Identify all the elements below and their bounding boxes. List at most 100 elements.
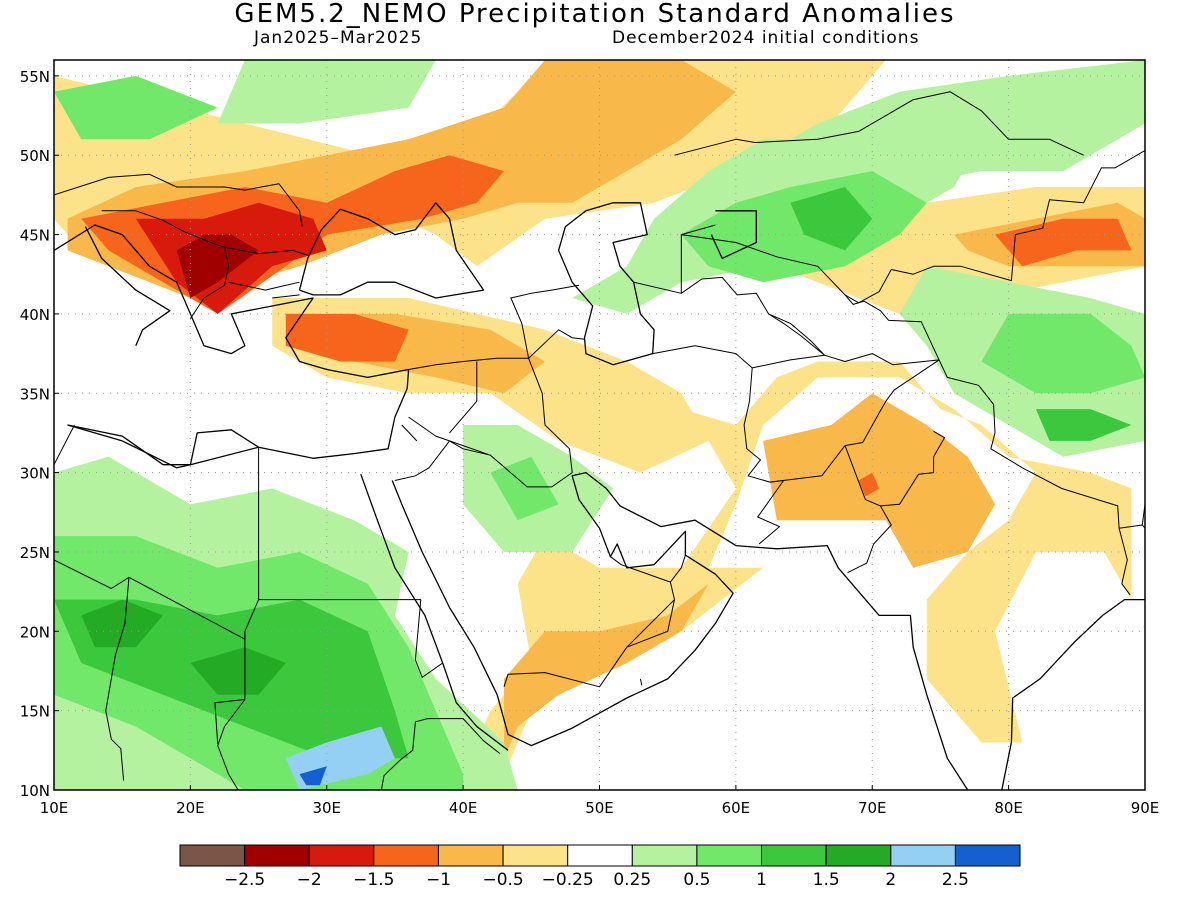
lon-tick-label: 10E [40,799,69,817]
colorbar-label: 0.25 [613,870,651,890]
anomaly-area-7 [285,313,409,362]
country-border-12 [528,329,585,359]
coastline-red-sea-east-coast [391,471,969,790]
lat-tick-label: 15N [20,703,50,721]
lat-tick-label: 20N [20,623,50,641]
anomaly-area-31 [217,60,436,124]
anomaly-area-20 [981,313,1145,394]
country-border-22 [681,276,825,356]
lon-tick-label: 50E [585,799,614,817]
colorbar-bin [179,844,246,867]
country-border-19 [1118,528,1131,596]
country-border-20 [674,91,1084,156]
lon-tick-label: 20E [176,799,205,817]
colorbar-label: 1.5 [813,870,840,890]
colorbar-label: 0.5 [683,870,710,890]
colorbar-bin [631,844,698,867]
lat-tick-label: 55N [20,68,50,86]
coastline-caspian-sea-coast [557,202,655,366]
lat-tick-label: 30N [20,465,50,483]
anomaly-area-21 [1035,409,1132,441]
anomaly-area-4 [176,234,259,298]
country-border-3 [228,281,300,291]
lon-tick-label: 60E [722,799,751,817]
lon-tick-label: 70E [858,799,887,817]
country-border-33 [214,699,245,745]
lat-tick-label: 50N [20,147,50,165]
coastline-border-layer [54,91,1145,790]
colorbar-label: −1 [426,870,451,890]
colorbar-bin [954,844,1021,867]
country-border-34 [414,599,443,678]
country-border-5 [408,284,580,370]
anomaly-area-32 [54,75,218,140]
country-border-40 [610,556,671,583]
colorbar-label: 2.5 [942,870,969,890]
country-border-1 [101,210,230,319]
colorbar-bin [438,844,504,867]
colorbar: −2.5 −2 −1.5 −1 −0.5 −0.25 0.25 0.5 1 1.5 2 2.5 [179,844,1021,890]
map-axes: 10E 20E 30E 40E 50E 60E 70E 80E 90E 55N 50N 45N 40N 3… [20,68,1160,817]
country-border-15 [769,359,940,483]
coastline-red-sea-west-coast [360,473,509,751]
anomaly-area-8 [463,361,1132,775]
country-border-10 [449,440,491,456]
colorbar-bin [567,844,633,867]
country-border-16 [844,445,892,574]
country-border-28 [217,447,260,790]
colorbar-bin [373,844,439,867]
anomaly-area-11 [858,472,880,497]
country-border-14 [752,353,940,369]
country-border-9 [394,440,450,481]
lat-tick-label: 25N [20,544,50,562]
colorbar-bin [890,844,956,867]
anomaly-area-26 [81,599,164,648]
anomaly-area-10 [504,583,709,759]
coastline-libya-sirte [67,424,259,466]
anomaly-area-25 [190,647,286,695]
colorbar-label: −2.5 [224,870,265,890]
forecast-period: Jan2025–Mar2025 [254,28,423,48]
country-border-36 [415,718,501,754]
coastline-aral-sea-coast [710,210,757,260]
country-border-23 [681,167,1115,304]
initial-conditions: December2024 initial conditions [612,28,920,48]
lon-tick-label: 30E [312,799,341,817]
country-border-2 [224,246,308,256]
lat-tick-label: 10N [20,782,50,800]
country-border-18 [880,430,945,507]
colorbar-label: 1 [756,870,767,890]
country-border-17 [938,359,1145,529]
country-border-7 [449,361,478,434]
colorbar-label: −2 [297,870,322,890]
anomaly-area-9 [763,393,995,568]
anomaly-area-14 [995,218,1132,267]
colorbar-bin [502,844,569,867]
country-border-30 [54,424,75,465]
anomaly-area-30 [490,456,559,521]
colorbar-label: −1.5 [353,870,394,890]
country-border-13 [652,345,785,545]
country-border-4 [272,294,300,299]
coastline-italy-east-coast [84,226,171,346]
country-border-38 [626,599,675,648]
lon-tick-label: 80E [994,799,1023,817]
coastline-black-sea-coast [298,202,485,299]
country-border-24 [844,294,940,361]
country-border-21 [633,224,716,294]
country-border-35 [380,721,416,790]
colorbar-bin [825,844,892,867]
colorbar-bin [761,844,827,867]
lat-tick-label: 40N [20,306,50,324]
country-border-41 [639,678,643,686]
country-border-0 [54,173,303,227]
colorbar-label: 2 [885,870,896,890]
colorbar-bin [308,844,375,867]
map-title: GEM5.2_NEMO Precipitation Standard Anoma… [234,0,956,29]
lat-tick-label: 35N [20,385,50,403]
country-border-8 [528,358,573,473]
lat-tick-label: 45N [20,227,50,245]
coastline-mediterranean-north-coast [54,224,410,469]
country-border-32 [105,577,130,781]
